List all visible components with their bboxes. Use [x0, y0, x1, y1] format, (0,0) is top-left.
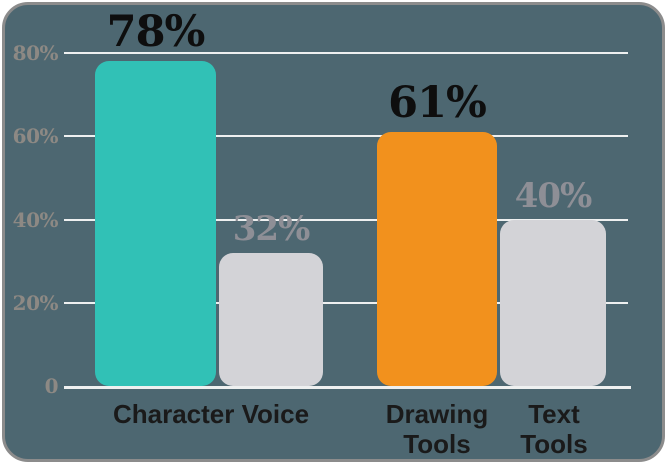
bar-value-label: 61%: [388, 78, 487, 129]
y-tick-label: 80%: [12, 41, 59, 65]
gridline: [64, 52, 628, 54]
bar-value-label: 78%: [106, 7, 206, 58]
gridline: [64, 135, 628, 138]
x-axis-line: [64, 385, 631, 389]
x-axis-label: Drawing Tools: [385, 399, 489, 459]
bar: [95, 61, 216, 386]
bar-value-label: 32%: [232, 208, 311, 249]
gridline: [64, 218, 628, 221]
bar: [500, 219, 606, 386]
x-axis-label: Character Voice: [112, 399, 310, 429]
x-axis-label: Text Tools: [520, 399, 588, 459]
bar-value-label: 40%: [514, 175, 593, 216]
bar: [219, 252, 323, 386]
y-tick-label: 20%: [12, 290, 59, 315]
y-tick-label: 60%: [12, 124, 59, 149]
gridline: [64, 301, 628, 304]
y-tick-label: 0: [44, 374, 59, 398]
y-tick-label: 40%: [12, 207, 59, 232]
bar: [377, 132, 497, 386]
